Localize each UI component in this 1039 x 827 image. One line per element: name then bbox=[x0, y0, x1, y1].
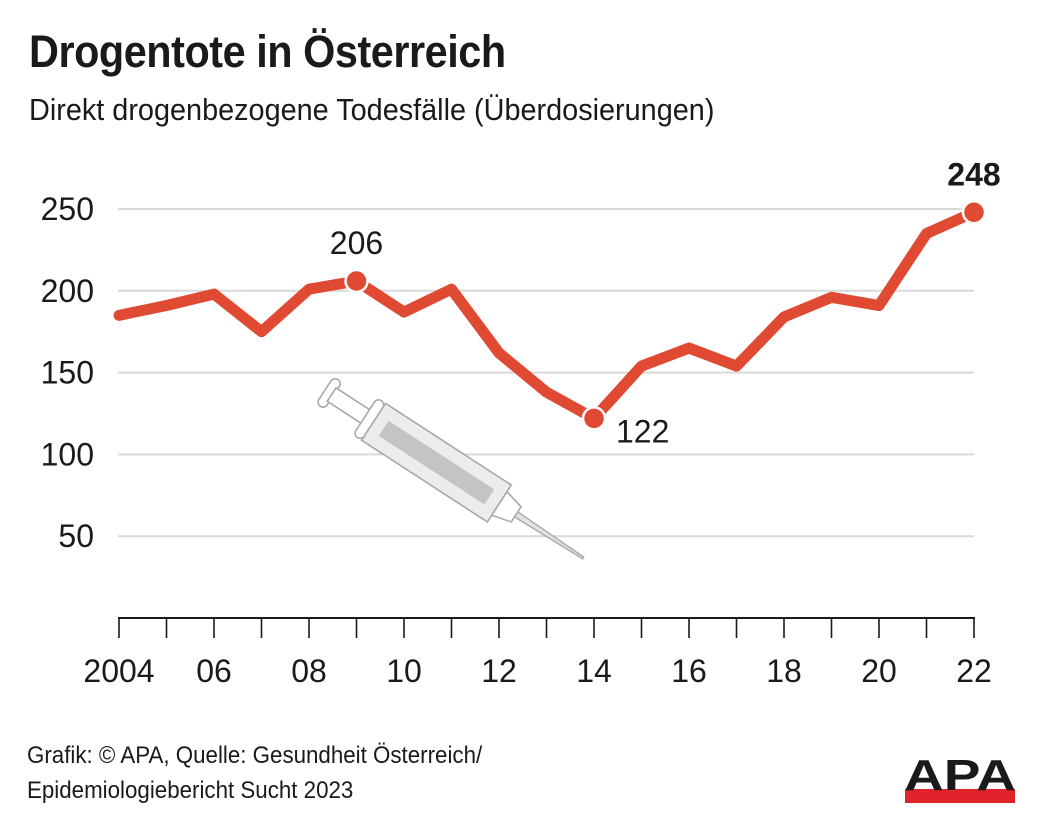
apa-logo: APA bbox=[904, 751, 1016, 803]
y-tick-label: 200 bbox=[41, 273, 94, 309]
gridlines bbox=[118, 208, 974, 538]
y-tick-label: 250 bbox=[41, 191, 94, 227]
data-annotations: 206 122 248 bbox=[330, 156, 1001, 449]
x-tick-label: 16 bbox=[671, 653, 707, 689]
y-tick-label: 50 bbox=[58, 518, 94, 554]
x-tick-label: 08 bbox=[291, 653, 327, 689]
x-tick-label: 2004 bbox=[83, 653, 154, 689]
apa-logo-text: APA bbox=[904, 751, 1016, 800]
x-tick-label: 06 bbox=[196, 653, 232, 689]
apa-logo-red-bar bbox=[905, 789, 1015, 803]
x-tick-label: 10 bbox=[386, 653, 422, 689]
x-axis bbox=[118, 617, 975, 638]
chart-title: Drogentote in Österreich bbox=[29, 26, 506, 77]
series-line bbox=[113, 206, 980, 424]
x-tick-label: 22 bbox=[956, 653, 992, 689]
y-tick-label: 100 bbox=[41, 436, 94, 472]
highlight-marker bbox=[581, 406, 607, 431]
source-line-2: Epidemiologiebericht Sucht 2023 bbox=[27, 777, 354, 804]
source-credit: Grafik: © APA, Quelle: Gesundheit Österr… bbox=[27, 738, 482, 808]
data-label: 122 bbox=[616, 413, 669, 449]
y-axis-tick-labels: 50 100 150 200 250 bbox=[41, 191, 94, 554]
syringe-icon bbox=[317, 377, 585, 560]
data-label: 206 bbox=[330, 225, 383, 261]
chart-subtitle: Direkt drogenbezogene Todesfälle (Überdo… bbox=[29, 92, 715, 127]
highlight-marker bbox=[961, 200, 987, 225]
y-tick-label: 150 bbox=[41, 355, 94, 391]
x-tick-label: 12 bbox=[481, 653, 517, 689]
x-tick-label: 20 bbox=[861, 653, 897, 689]
x-axis-tick-labels: 2004 06 08 10 12 14 16 18 20 22 bbox=[83, 653, 991, 689]
data-label: 248 bbox=[947, 156, 1000, 192]
data-series bbox=[113, 206, 980, 424]
highlight-marker bbox=[344, 268, 369, 294]
x-tick-label: 18 bbox=[766, 653, 802, 689]
x-tick-label: 14 bbox=[576, 653, 612, 689]
source-line-1: Grafik: © APA, Quelle: Gesundheit Österr… bbox=[27, 742, 483, 769]
